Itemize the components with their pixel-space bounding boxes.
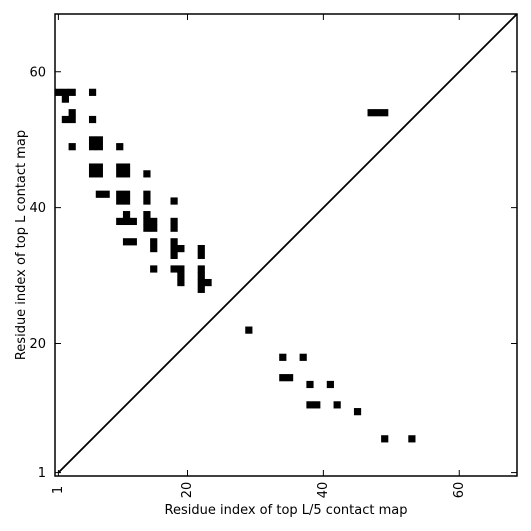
contact-cell-lower	[279, 353, 287, 361]
contact-cell-upper	[116, 143, 124, 151]
ticks-layer: 1 20 40 60 1 20 40 60	[29, 14, 517, 498]
contact-cell-upper	[88, 115, 97, 124]
contact-cell-upper	[122, 217, 131, 226]
contact-cell-upper	[88, 136, 97, 144]
contact-cell-upper	[88, 88, 97, 96]
contact-cell-upper	[197, 251, 205, 259]
contact-cell-lower	[245, 326, 253, 334]
contact-cell-lower	[306, 401, 314, 409]
contact-cell-upper	[129, 217, 137, 226]
y-tick-label: 1	[38, 466, 46, 481]
contact-cell-upper	[61, 88, 69, 96]
contact-cell-lower	[381, 435, 389, 443]
contact-cell-upper	[95, 136, 103, 144]
contact-cell-upper	[95, 163, 103, 171]
contact-cell-lower	[381, 109, 389, 117]
contact-cell-upper	[150, 238, 158, 246]
contact-cell-upper	[129, 238, 137, 246]
contact-cell-upper	[116, 163, 124, 171]
contact-cell-upper	[95, 143, 103, 151]
contact-cell-lower	[374, 109, 382, 117]
contact-cell-upper	[170, 245, 178, 253]
contact-cell-upper	[95, 190, 103, 198]
contact-cell-upper	[116, 197, 124, 205]
contact-cell-upper	[170, 251, 178, 259]
contact-cell-upper	[143, 197, 151, 205]
contact-cell-upper	[88, 143, 97, 151]
contact-cell-upper	[88, 170, 97, 178]
x-tick-label: 60	[452, 482, 467, 499]
x-axis-label: Residue index of top L/5 contact map	[165, 503, 408, 518]
contact-cell-lower	[313, 401, 321, 409]
contact-cell-upper	[88, 163, 97, 171]
contact-cell-upper	[122, 170, 131, 178]
contact-cell-lower	[333, 401, 341, 409]
contact-cells-layer	[55, 88, 416, 443]
contact-cell-upper	[122, 197, 131, 205]
contact-cell-upper	[197, 272, 205, 280]
contact-cell-upper	[177, 265, 185, 273]
contact-cell-upper	[150, 224, 158, 232]
contact-cell-upper	[143, 211, 151, 219]
contact-cell-upper	[116, 190, 124, 198]
contact-cell-upper	[150, 245, 158, 253]
y-axis-label: Residue index of top L contact map	[14, 130, 29, 360]
contact-cell-upper	[61, 115, 69, 124]
contact-cell-lower	[279, 374, 287, 382]
contact-cell-upper	[170, 265, 178, 273]
y-tick-label: 40	[29, 201, 46, 216]
contact-cell-upper	[170, 224, 178, 232]
contact-cell-lower	[367, 109, 375, 117]
contact-cell-lower	[306, 380, 314, 389]
contact-cell-upper	[122, 211, 131, 219]
contact-cell-upper	[177, 272, 185, 280]
contact-cell-upper	[68, 115, 76, 124]
x-tick-label: 1	[51, 486, 66, 494]
contact-cell-upper	[204, 278, 212, 287]
x-tick-label: 20	[180, 482, 195, 499]
contact-cell-lower	[408, 435, 416, 443]
contact-cell-upper	[122, 163, 131, 171]
contact-cell-lower	[326, 380, 334, 389]
contact-cell-upper	[143, 217, 151, 226]
diagonal-line	[57, 13, 518, 474]
contact-cell-upper	[102, 190, 110, 198]
contact-cell-upper	[68, 143, 76, 151]
x-tick-label: 40	[316, 482, 331, 499]
contact-cell-upper	[61, 95, 69, 103]
contact-cell-upper	[122, 238, 131, 246]
contact-cell-upper	[197, 245, 205, 253]
contact-cell-upper	[116, 217, 124, 226]
plot-area-frame	[54, 13, 518, 477]
contact-cell-upper	[197, 265, 205, 273]
contact-cell-upper	[68, 109, 76, 117]
contact-cell-upper	[170, 238, 178, 246]
y-tick-label: 20	[29, 337, 46, 352]
contact-cell-upper	[122, 190, 131, 198]
contact-cell-lower	[286, 374, 294, 382]
contact-cell-upper	[197, 278, 205, 287]
contact-cell-upper	[150, 265, 158, 273]
contact-cell-upper	[143, 224, 151, 232]
contact-cell-upper	[197, 285, 205, 293]
contact-cell-upper	[177, 245, 185, 253]
y-tick-label: 60	[29, 65, 46, 80]
contact-cell-upper	[150, 217, 158, 226]
contact-cell-upper	[143, 170, 151, 178]
contact-cell-upper	[68, 88, 76, 96]
contact-cell-upper	[95, 170, 103, 178]
diagonal-layer	[57, 13, 518, 474]
contact-cell-upper	[170, 197, 178, 205]
contact-cell-upper	[177, 278, 185, 287]
contact-cell-lower	[353, 408, 362, 416]
contact-cell-upper	[55, 88, 63, 96]
contact-cell-upper	[143, 190, 151, 198]
contact-cell-upper	[170, 217, 178, 226]
contact-cell-upper	[116, 170, 124, 178]
contact-cell-lower	[299, 353, 307, 361]
